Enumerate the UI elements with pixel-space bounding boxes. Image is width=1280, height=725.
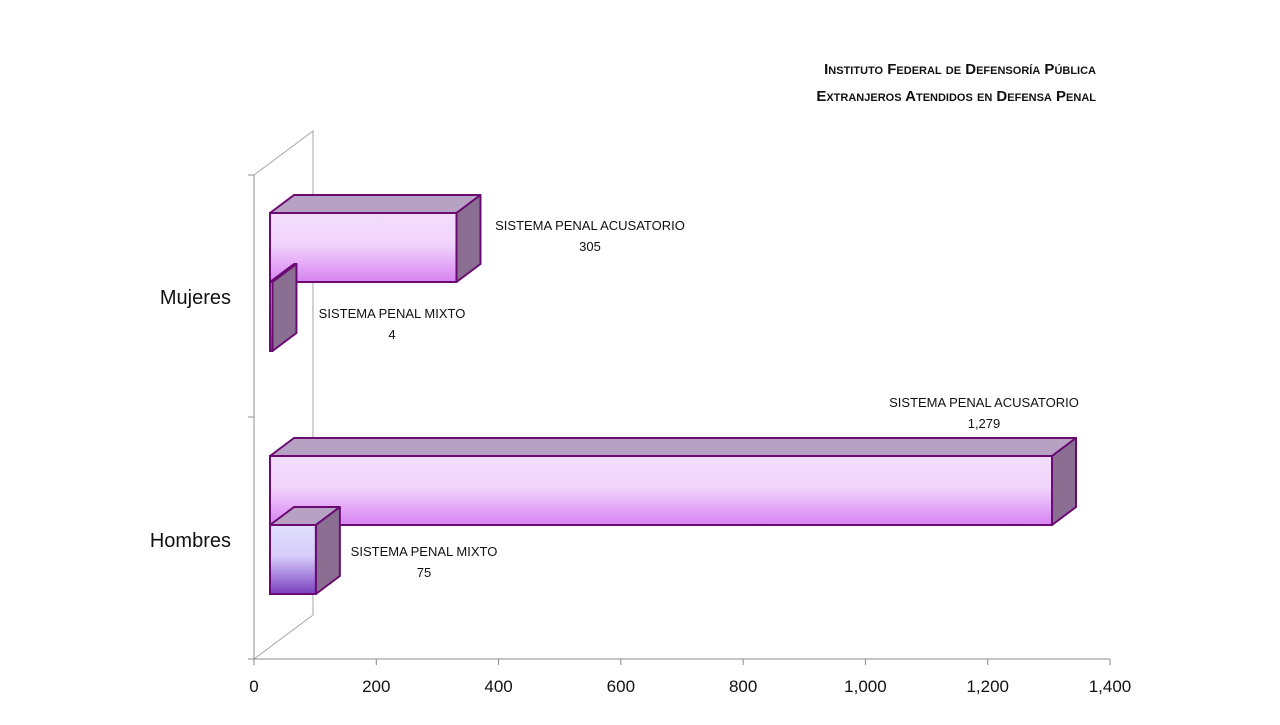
x-tick-label: 1,200 (966, 677, 1009, 696)
chart-title-line-2: Extranjeros Atendidos en Defensa Penal (816, 88, 1096, 105)
bar-acusatorio-hombres-front (269, 455, 1054, 526)
data-label-value: 305 (579, 239, 601, 254)
bar-acusatorio-hombres-top (269, 437, 1078, 457)
chart-title-line-1: Instituto Federal de Defensoría Pública (824, 61, 1096, 78)
bar-mixto-hombres-front (269, 524, 317, 595)
bar-acusatorio-mujeres-front (269, 212, 458, 283)
bar-acusatorio-mujeres-top (269, 194, 482, 214)
category-label-hombres: Hombres (150, 530, 231, 552)
x-tick-label: 600 (607, 677, 635, 696)
x-tick-label: 200 (362, 677, 390, 696)
x-tick-label: 1,000 (844, 677, 887, 696)
x-tick-label: 400 (484, 677, 512, 696)
data-label-value: 1,279 (968, 416, 1001, 431)
data-label-value: 4 (388, 327, 395, 342)
chart-title: Instituto Federal de Defensoría Pública … (600, 56, 1096, 110)
x-tick-label: 800 (729, 677, 757, 696)
bar-mixto-mujeres-front (269, 281, 274, 352)
data-label-series-name: SISTEMA PENAL MIXTO (351, 544, 498, 559)
data-label-value: 75 (417, 565, 431, 580)
data-label-series-name: SISTEMA PENAL ACUSATORIO (495, 218, 685, 233)
data-label-series-name: SISTEMA PENAL ACUSATORIO (889, 395, 1079, 410)
data-label-series-name: SISTEMA PENAL MIXTO (319, 306, 466, 321)
category-label-mujeres: Mujeres (160, 287, 231, 309)
x-tick-label: 1,400 (1089, 677, 1132, 696)
x-tick-label: 0 (249, 677, 258, 696)
